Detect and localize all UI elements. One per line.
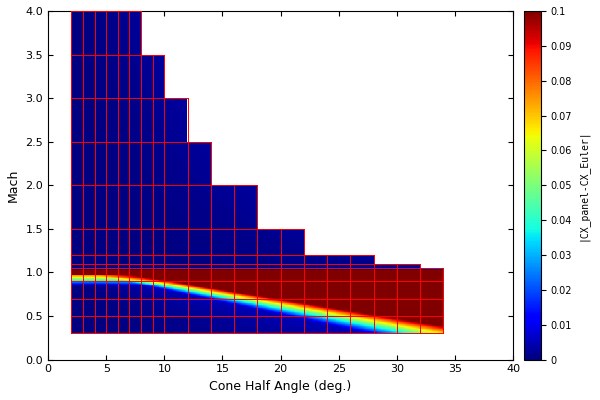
X-axis label: Cone Half Angle (deg.): Cone Half Angle (deg.)	[209, 380, 352, 393]
Y-axis label: Mach: Mach	[7, 169, 20, 202]
Y-axis label: |CX_panel-CX_Euler|: |CX_panel-CX_Euler|	[578, 130, 589, 241]
